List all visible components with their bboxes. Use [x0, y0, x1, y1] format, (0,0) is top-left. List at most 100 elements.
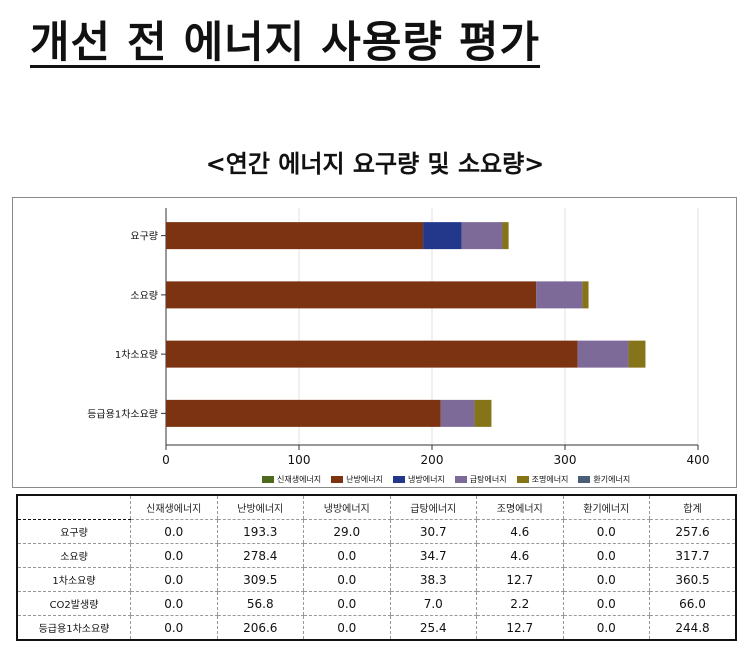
bar-segment — [166, 222, 424, 250]
x-tick-label: 100 — [288, 453, 311, 467]
legend-swatch — [454, 475, 467, 483]
legend-item: 조명에너지 — [516, 474, 569, 485]
legend-swatch — [516, 475, 529, 483]
table-cell: 4.6 — [476, 519, 563, 544]
column-header: 환기에너지 — [562, 495, 650, 520]
column-header: 난방에너지 — [216, 495, 304, 520]
bar-segment — [502, 222, 509, 250]
bar-segment — [536, 281, 583, 309]
bar-segment — [166, 281, 537, 309]
table-header-row: 신재생에너지 난방에너지 냉방에너지 급탕에너지 조명에너지 환기에너지 합계 — [17, 495, 736, 520]
table-cell: 0.0 — [303, 591, 390, 616]
legend-swatch — [392, 475, 405, 483]
column-header — [17, 495, 131, 520]
table-row: CO2발생량 0.0 56.8 0.0 7.0 2.2 0.0 66.0 — [17, 591, 736, 616]
x-tick-label: 300 — [554, 453, 577, 467]
table-row: 요구량 0.0 193.3 29.0 30.7 4.6 0.0 257.6 — [17, 519, 736, 544]
legend-swatch — [262, 475, 274, 483]
table-cell: 25.4 — [389, 615, 477, 641]
row-label: 소요량 — [17, 543, 131, 568]
table-cell: 278.4 — [216, 543, 304, 568]
bar-segment — [461, 222, 503, 250]
column-header: 조명에너지 — [476, 495, 563, 520]
table-cell: 0.0 — [562, 567, 650, 592]
x-tick-label: 400 — [687, 453, 710, 467]
legend-label: 환기에너지 — [593, 474, 631, 484]
bar-segment — [166, 340, 578, 368]
table-row: 등급용1차소요량 0.0 206.6 0.0 25.4 12.7 0.0 244.8 — [17, 615, 736, 641]
chart-title: <연간 에너지 요구량 및 소요량> — [205, 150, 545, 178]
legend-swatch — [578, 475, 591, 483]
y-tick-label: 소요량 — [130, 290, 158, 302]
chart-legend: 신재생에너지 난방에너지 냉방에너지 급탕에너지 조명에너지 환기에너지 — [262, 473, 630, 485]
legend-item: 난방에너지 — [331, 474, 383, 485]
legend-label: 냉방에너지 — [407, 474, 445, 484]
table-cell: 4.6 — [476, 543, 563, 568]
table-cell: 0.0 — [130, 543, 217, 568]
legend-label: 신재생에너지 — [277, 474, 322, 484]
table-cell: 66.0 — [649, 591, 736, 616]
row-label: CO2발생량 — [17, 591, 131, 616]
table-cell: 0.0 — [303, 543, 390, 568]
table-row: 1차소요량 0.0 309.5 0.0 38.3 12.7 0.0 360.5 — [17, 567, 736, 592]
table-cell: 360.5 — [649, 567, 736, 592]
table-cell: 193.3 — [216, 519, 304, 544]
row-label: 등급용1차소요량 — [17, 615, 131, 641]
table-cell: 0.0 — [562, 543, 650, 568]
y-tick-label: 등급용1차소요량 — [87, 408, 158, 420]
energy-table: 신재생에너지 난방에너지 냉방에너지 급탕에너지 조명에너지 환기에너지 합계 요구량 0.0… — [16, 494, 737, 641]
table-cell: 244.8 — [649, 615, 736, 641]
legend-label: 난방에너지 — [346, 474, 383, 484]
table-cell: 0.0 — [130, 591, 217, 616]
table-cell: 0.0 — [130, 567, 217, 592]
y-tick-label: 요구량 — [130, 231, 158, 243]
bar-segment — [440, 399, 475, 427]
bar-segment — [474, 399, 492, 427]
table-cell: 0.0 — [562, 519, 650, 544]
table-cell: 309.5 — [216, 567, 304, 592]
table-cell: 12.7 — [476, 567, 563, 592]
table-cell: 0.0 — [130, 615, 217, 641]
bar-segment — [166, 399, 441, 427]
y-tick-label: 1차소요량 — [115, 349, 158, 361]
row-label: 요구량 — [17, 519, 131, 544]
legend-item: 신재생에너지 — [262, 474, 321, 485]
column-header: 합계 — [649, 495, 736, 520]
table-cell: 0.0 — [130, 519, 217, 544]
x-tick-label: 200 — [421, 453, 444, 467]
bar-segment — [628, 340, 646, 368]
bar-segment — [582, 281, 589, 309]
table-cell: 0.0 — [562, 615, 650, 641]
table-cell: 7.0 — [389, 591, 477, 616]
bar-segment — [423, 222, 462, 250]
table-cell: 206.6 — [216, 615, 304, 641]
legend-swatch — [331, 475, 344, 483]
table-cell: 0.0 — [303, 615, 390, 641]
table-cell: 12.7 — [476, 615, 563, 641]
column-header: 냉방에너지 — [303, 495, 390, 520]
column-header: 신재생에너지 — [130, 495, 217, 520]
table-cell: 29.0 — [303, 519, 390, 544]
table-cell: 56.8 — [216, 591, 304, 616]
table-body: 요구량 0.0 193.3 29.0 30.7 4.6 0.0 257.6 소요량 0.0 278.… — [17, 519, 736, 641]
table-row: 소요량 0.0 278.4 0.0 34.7 4.6 0.0 317.7 — [17, 543, 736, 568]
page-title: 개선 전 에너지 사용량 평가 — [30, 18, 541, 68]
table-cell: 0.0 — [562, 591, 650, 616]
table-cell: 0.0 — [303, 567, 390, 592]
table-cell: 34.7 — [389, 543, 477, 568]
x-tick-label: 0 — [162, 453, 170, 467]
table-cell: 257.6 — [649, 519, 736, 544]
table-cell: 317.7 — [649, 543, 736, 568]
bar-segment — [577, 340, 629, 368]
row-label: 1차소요량 — [17, 567, 131, 592]
column-header: 급탕에너지 — [389, 495, 477, 520]
legend-item: 환기에너지 — [578, 474, 630, 485]
table-cell: 30.7 — [389, 519, 477, 544]
legend-item: 냉방에너지 — [392, 474, 445, 485]
table-cell: 38.3 — [389, 567, 477, 592]
table-cell: 2.2 — [476, 591, 563, 616]
legend-label: 조명에너지 — [531, 474, 569, 484]
legend-item: 급탕에너지 — [454, 474, 507, 485]
